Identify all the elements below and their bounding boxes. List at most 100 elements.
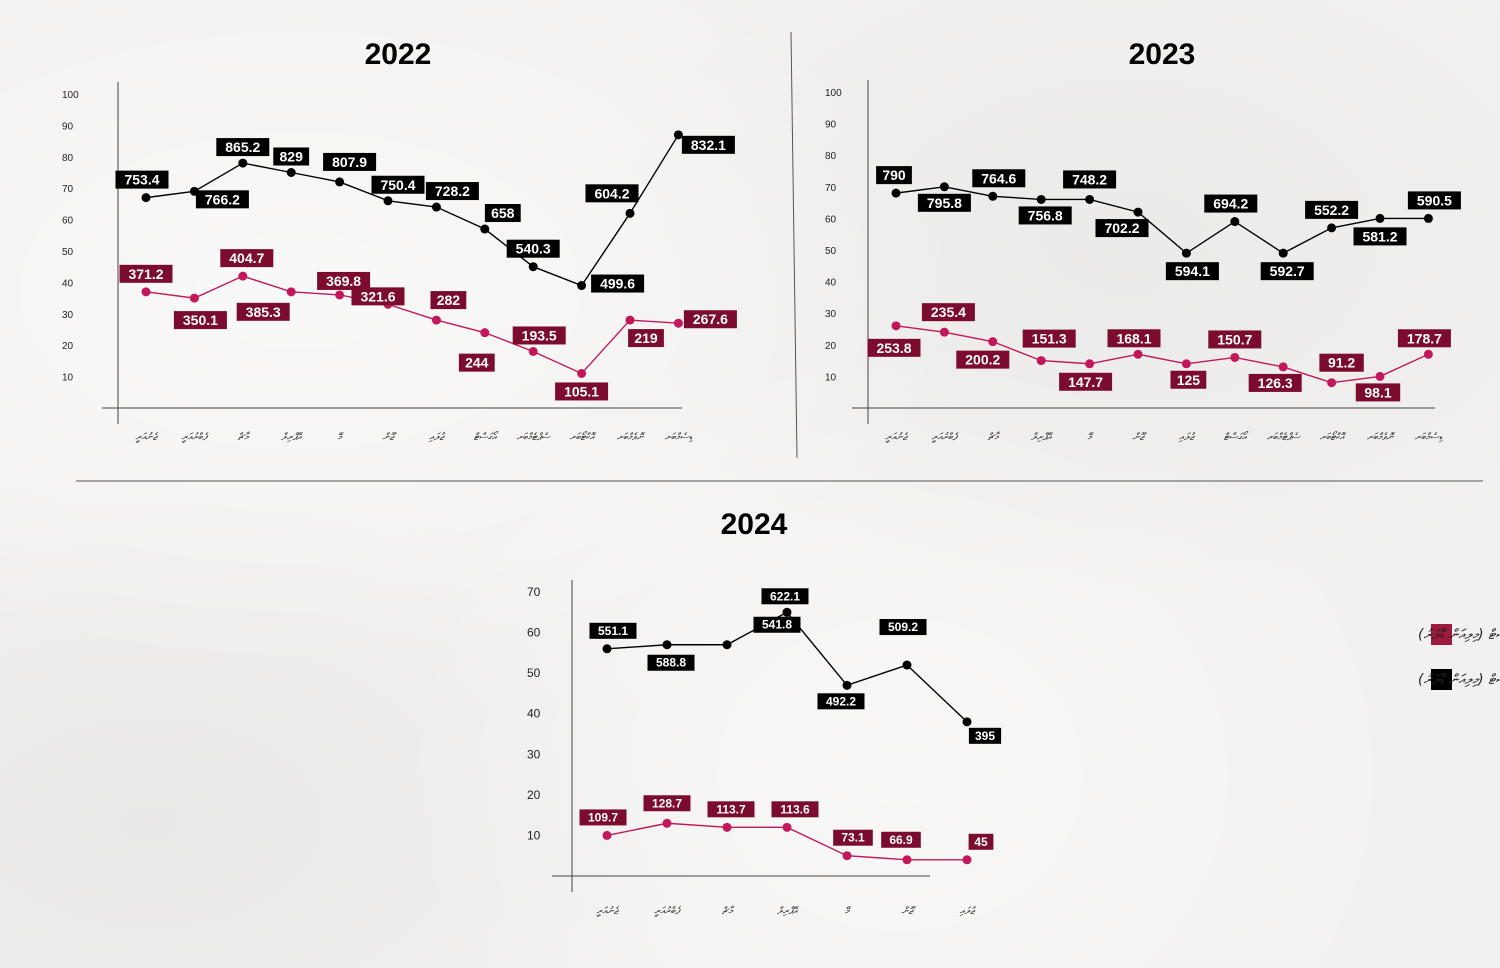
black-data-point	[1327, 223, 1337, 233]
red-data-point	[1036, 356, 1046, 366]
black-data-point	[722, 640, 732, 650]
black-data-point	[1085, 194, 1095, 204]
black-data-point	[286, 168, 296, 177]
red-data-label: 321.6	[360, 288, 395, 304]
x-tick-label: މޭ	[1087, 432, 1094, 443]
black-data-label: 865.2	[225, 139, 260, 155]
black-data-label: 829	[280, 149, 304, 165]
y-tick-label: 90	[62, 121, 74, 132]
black-data-label: 552.2	[1314, 202, 1349, 218]
black-data-label-bg	[1204, 194, 1258, 213]
red-data-point	[988, 337, 998, 347]
y-tick-label: 20	[825, 341, 837, 352]
red-data-label-bg	[220, 249, 274, 268]
black-data-label-bg	[371, 175, 425, 194]
red-data-point	[141, 287, 151, 297]
red-data-label: 267.6	[693, 311, 728, 327]
red-data-label: 113.6	[780, 802, 810, 816]
red-data-label: 371.2	[128, 266, 163, 282]
red-series-line	[895, 325, 1429, 384]
black-data-point	[141, 193, 151, 203]
vertical-divider	[790, 31, 798, 459]
legend: ޓޫރިސްޓް ރިސޯޓް (މިލިއަން ޑޮލަރު) ޖުމްލަ …	[1418, 624, 1500, 690]
red-data-label-bg	[771, 801, 819, 818]
legend-label: ޓޫރިސްޓް ރިސޯޓް (މިލިއަން ޑޮލަރު)	[1418, 626, 1500, 643]
black-data-label-bg	[917, 193, 971, 212]
x-tick-label: ސެޕްޓެމްބަރ	[1267, 432, 1301, 443]
chart-2023: 2023 100 90 80 70 60 50 40 30 20 10 ޖެނުއަރީ ފެބްރުއ…	[825, 38, 1461, 443]
y-tick-label: 30	[62, 310, 74, 321]
black-data-label: 604.2	[594, 185, 629, 201]
x-tick-label: މޭ	[845, 906, 852, 917]
chart-title: 2023	[1129, 38, 1196, 71]
x-tick-label: ނޮވެމްބަރ	[617, 432, 646, 443]
black-data-point	[625, 208, 635, 218]
x-tick-label: އޮކްޓޯބަރ	[570, 431, 598, 443]
y-tick-label: 80	[62, 153, 74, 164]
red-data-label-bg	[833, 829, 873, 846]
y-tick-label: 50	[825, 246, 837, 257]
red-data-label-bg	[119, 264, 173, 283]
black-data-label-bg	[681, 135, 735, 154]
red-data-label-bg	[1107, 329, 1161, 348]
red-data-label-bg	[1059, 372, 1113, 391]
black-data-point	[662, 640, 672, 650]
red-data-label: 150.7	[1217, 331, 1252, 347]
black-data-label: 492.2	[826, 694, 856, 708]
black-data-point	[891, 188, 901, 198]
black-data-label: 753.4	[124, 172, 159, 188]
black-data-label: 750.4	[380, 177, 415, 193]
red-data-label-bg	[867, 338, 921, 357]
black-data-point	[939, 182, 949, 192]
red-data-point	[939, 327, 949, 337]
x-tick-label: އޭޕްރިލް	[1031, 432, 1053, 443]
chart-title: 2022	[365, 38, 432, 71]
red-series-line	[145, 275, 679, 375]
y-tick-label: 100	[62, 90, 79, 101]
black-data-point	[577, 281, 587, 291]
red-data-point	[1133, 349, 1143, 359]
black-data-point	[383, 196, 393, 206]
black-data-label: 807.9	[332, 154, 367, 170]
x-tick-label: ޑިސެމްބަރ	[665, 432, 694, 443]
black-data-label-bg	[753, 616, 801, 633]
red-data-point	[662, 818, 672, 828]
red-data-label: 147.7	[1068, 374, 1103, 390]
red-data-label-bg	[628, 329, 664, 348]
red-data-label-bg	[1248, 373, 1302, 392]
black-data-label-bg	[1260, 262, 1314, 281]
red-data-label-bg	[351, 287, 405, 306]
black-data-point	[842, 680, 852, 690]
x-tick-label: އޭޕްރިލް	[777, 906, 799, 917]
x-tick-label: ޖޫން	[901, 906, 916, 917]
black-data-label-bg	[273, 147, 310, 166]
black-data-point	[602, 644, 612, 654]
black-data-point	[902, 660, 912, 670]
black-data-label: 795.8	[927, 195, 962, 211]
red-data-label-bg	[430, 291, 467, 310]
red-data-point	[782, 822, 792, 832]
black-data-label: 581.2	[1362, 228, 1397, 244]
x-tick-label: ޖުލައި	[1179, 432, 1196, 443]
red-data-label-bg	[173, 311, 227, 330]
red-data-label-bg	[579, 809, 627, 826]
red-data-point	[480, 328, 490, 338]
red-data-label: 128.7	[652, 796, 682, 810]
black-data-label-bg	[1407, 191, 1461, 210]
red-data-label-bg	[1355, 383, 1401, 402]
chart-2024: 2024 70 60 50 40 30 20 10 ޖެނުއަރީ ފެބްރުއަރީ މާޗް…	[527, 508, 1002, 917]
red-data-label: 350.1	[183, 312, 218, 328]
red-data-label: 193.5	[522, 327, 557, 343]
x-tick-label: ޑިސެމްބަރ	[1415, 432, 1444, 443]
red-data-label-bg	[968, 833, 994, 850]
red-data-point	[286, 287, 296, 297]
y-tick-label: 60	[825, 214, 837, 225]
red-data-label: 109.7	[588, 810, 618, 824]
black-data-label: 702.2	[1104, 220, 1139, 236]
black-data-label: 766.2	[205, 191, 240, 207]
black-data-label: 694.2	[1213, 196, 1248, 212]
black-data-point	[988, 191, 998, 201]
red-data-label-bg	[881, 831, 921, 848]
black-data-label-bg	[761, 588, 809, 605]
